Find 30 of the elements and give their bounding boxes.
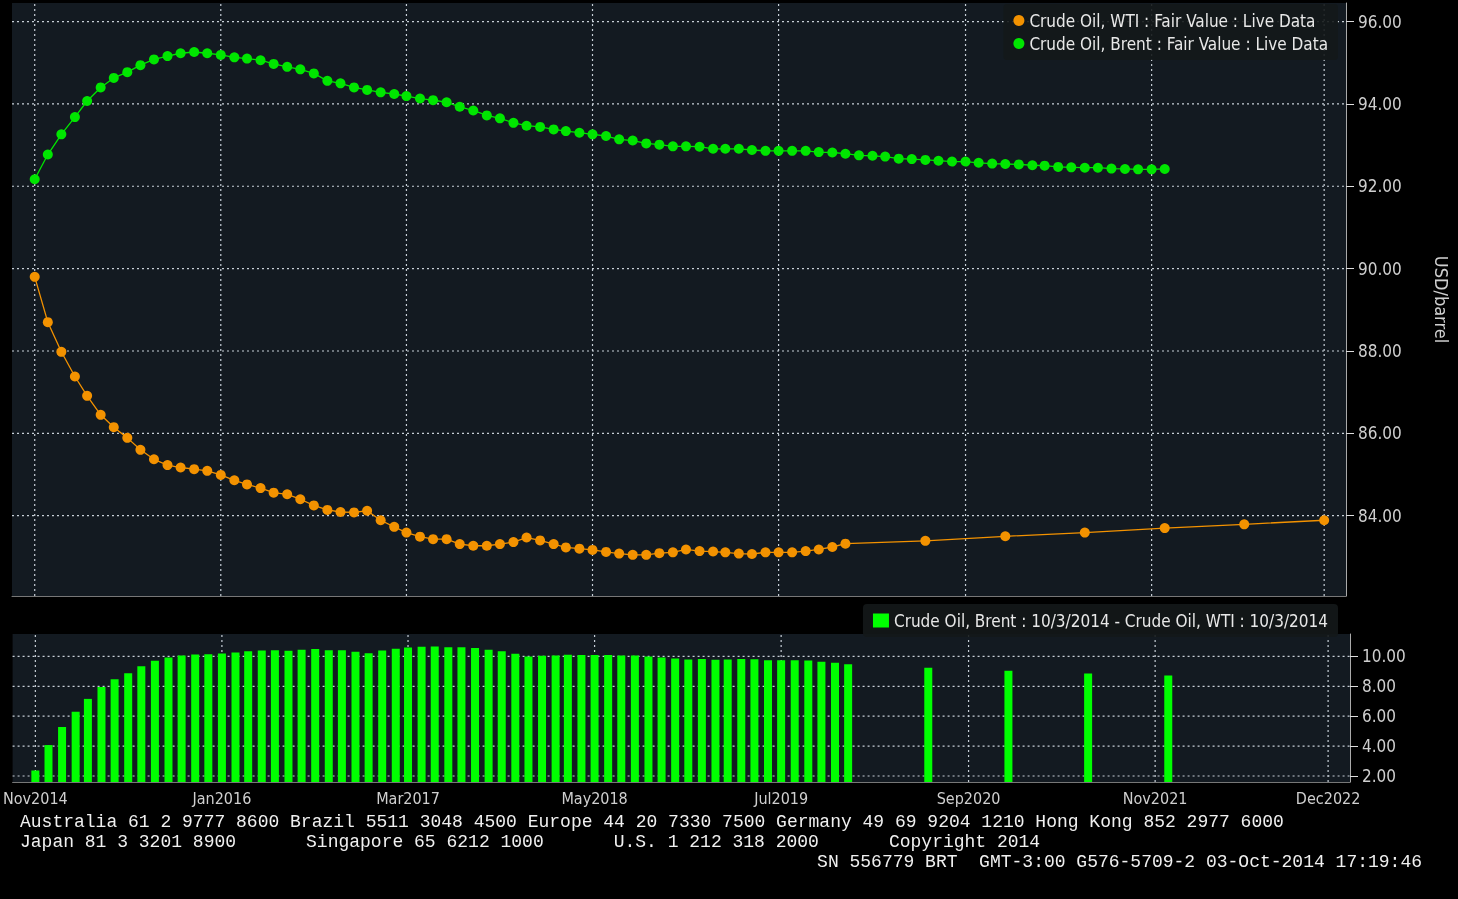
- y-tick-label: 96.00: [1358, 11, 1402, 32]
- y-tick-label: 4.00: [1362, 736, 1397, 757]
- text: Singapore 65 6212 1000: [306, 832, 544, 852]
- x-tick-label: Mar2017: [376, 788, 440, 808]
- y-tick-label: 90.00: [1358, 258, 1402, 279]
- x-tick-label: Nov2014: [3, 788, 68, 808]
- text: U.S. 1 212 318 2000: [613, 832, 819, 852]
- y-tick-label: 94.00: [1358, 93, 1402, 114]
- x-tick-label: Nov2021: [1122, 788, 1188, 808]
- text: Copyright 2014: [888, 832, 1041, 852]
- y-tick-label: 86.00: [1358, 423, 1402, 444]
- text: Japan 81 3 3201 8900: [20, 832, 237, 852]
- y-tick-label: 10.00: [1362, 646, 1406, 667]
- y-tick-label: 2.00: [1362, 766, 1397, 787]
- y-tick-label: 92.00: [1358, 176, 1402, 197]
- x-tick-label: Jul2019: [753, 788, 809, 808]
- text: SN 556779 BRT GMT-3:00 G576-5709-2 03-Oct-2014 17:19:46: [816, 852, 1423, 872]
- y-axis-title: USD/barrel: [1430, 255, 1452, 344]
- y-tick-label: 84.00: [1358, 505, 1402, 526]
- y-tick-label: 6.00: [1362, 706, 1397, 727]
- legend-label: Crude Oil, Brent : 10/3/2014 - Crude Oil, WTI : 10/3/2014: [893, 610, 1329, 631]
- y-tick-label: 8.00: [1362, 676, 1397, 697]
- x-tick-label: Jan2016: [191, 788, 252, 808]
- y-tick-label: 88.00: [1358, 340, 1402, 361]
- legend-label: Crude Oil, WTI : Fair Value : Live Data: [1029, 10, 1316, 31]
- text: Australia 61 2 9777 8600 Brazil 5511 3048 4500 Europe 44 20 7330 7500 Germany 49 69 9204 1210 Hong Kong 852 2977 6000: [20, 812, 1285, 832]
- x-tick-label: Dec2022: [1295, 788, 1361, 808]
- legend-label: Crude Oil, Brent : Fair Value : Live Data: [1029, 33, 1329, 54]
- x-tick-label: May2018: [561, 788, 628, 808]
- x-tick-label: Sep2020: [936, 788, 1001, 808]
